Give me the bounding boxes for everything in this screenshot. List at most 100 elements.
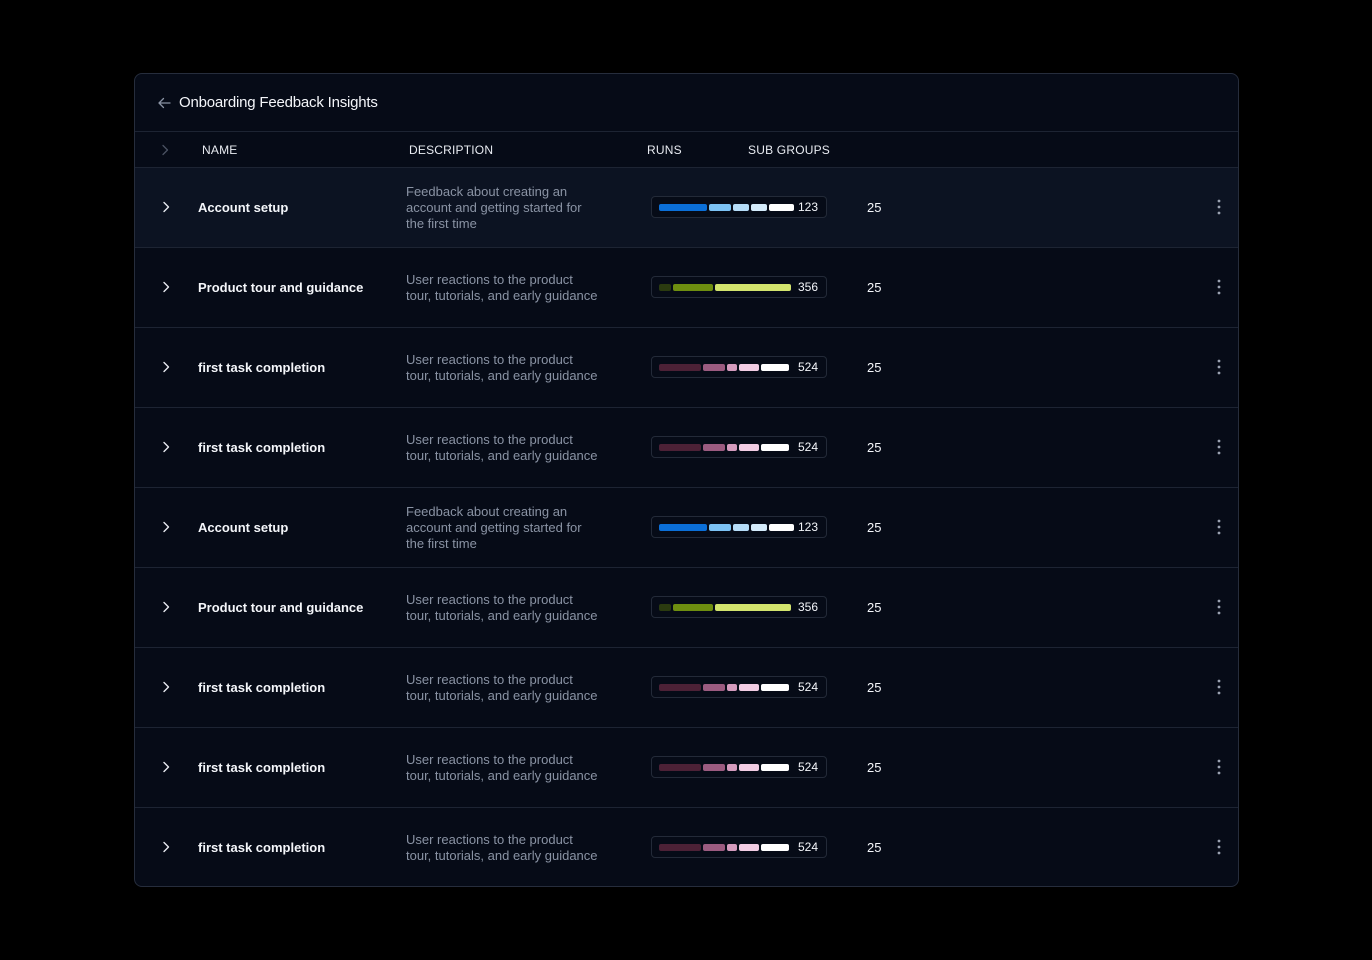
runs-bar-segment xyxy=(761,364,789,371)
column-header-description[interactable]: DESCRIPTION xyxy=(409,142,494,157)
row-name: Product tour and guidance xyxy=(198,280,364,295)
sub-groups-count: 25 xyxy=(867,200,882,215)
more-options-icon[interactable] xyxy=(1211,198,1227,216)
runs-bar: 524 xyxy=(651,836,827,858)
table-row[interactable]: Account setup Feedback about creating an a… xyxy=(135,168,1238,248)
table-row[interactable]: first task completion User reactions to t… xyxy=(135,728,1238,808)
table-header: NAME DESCRIPTION RUNS SUB GROUPS xyxy=(135,132,1238,168)
row-description-line: tour, tutorials, and early guidance xyxy=(406,287,598,303)
more-options-icon[interactable] xyxy=(1211,278,1227,296)
more-options-icon[interactable] xyxy=(1211,438,1227,456)
row-description-line: User reactions to the product xyxy=(406,831,573,847)
row-name: first task completion xyxy=(198,440,326,455)
runs-count: 524 xyxy=(797,840,818,854)
row-name: Account setup xyxy=(198,520,289,535)
row-description: User reactions to the product tour, tutor… xyxy=(406,568,616,647)
row-name: first task completion xyxy=(198,840,326,855)
runs-bar-segment xyxy=(673,604,713,611)
runs-bar: 524 xyxy=(651,356,827,378)
runs-bar-segment xyxy=(703,764,725,771)
expand-chevron-icon[interactable] xyxy=(159,520,173,534)
runs-bar-segment xyxy=(739,444,759,451)
runs-bar-segment xyxy=(751,524,767,531)
row-description-line: User reactions to the product xyxy=(406,271,573,287)
runs-bar-segment xyxy=(739,764,759,771)
runs-bar-segment xyxy=(727,684,737,691)
table-row[interactable]: first task completion User reactions to t… xyxy=(135,408,1238,488)
runs-bar: 123 xyxy=(651,516,827,538)
expand-chevron-icon[interactable] xyxy=(159,840,173,854)
row-description-line: account and getting started for xyxy=(406,519,582,535)
runs-bar-segment xyxy=(673,284,713,291)
sub-groups-count: 25 xyxy=(867,840,882,855)
runs-bar-segment xyxy=(709,524,731,531)
runs-bar: 524 xyxy=(651,676,827,698)
row-description: Feedback about creating an account and ge… xyxy=(406,488,616,567)
runs-bar-segment xyxy=(769,204,794,211)
table-row[interactable]: first task completion User reactions to t… xyxy=(135,648,1238,728)
runs-count: 524 xyxy=(797,360,818,374)
expand-chevron-icon[interactable] xyxy=(159,200,173,214)
sub-groups-count: 25 xyxy=(867,280,882,295)
runs-bar-segment xyxy=(733,204,749,211)
expand-chevron-icon[interactable] xyxy=(159,280,173,294)
row-name: first task completion xyxy=(198,760,326,775)
row-description-line: account and getting started for xyxy=(406,199,582,215)
runs-bar-segment xyxy=(761,764,789,771)
table-row[interactable]: first task completion User reactions to t… xyxy=(135,328,1238,408)
row-description: User reactions to the product tour, tutor… xyxy=(406,248,616,327)
column-header-name[interactable]: NAME xyxy=(202,142,238,157)
runs-bar-segment xyxy=(659,604,671,611)
runs-bar-segment xyxy=(727,364,737,371)
row-name: first task completion xyxy=(198,680,326,695)
expand-chevron-icon[interactable] xyxy=(159,440,173,454)
row-description: User reactions to the product tour, tutor… xyxy=(406,408,616,487)
table-row[interactable]: Product tour and guidance User reactions … xyxy=(135,248,1238,328)
row-description: User reactions to the product tour, tutor… xyxy=(406,328,616,407)
runs-bar-segment xyxy=(659,684,701,691)
more-options-icon[interactable] xyxy=(1211,758,1227,776)
more-options-icon[interactable] xyxy=(1211,358,1227,376)
runs-bar: 524 xyxy=(651,756,827,778)
runs-bar-segment xyxy=(715,284,791,291)
column-header-sub-groups[interactable]: SUB GROUPS xyxy=(748,142,831,157)
more-options-icon[interactable] xyxy=(1211,678,1227,696)
table-row[interactable]: first task completion User reactions to t… xyxy=(135,808,1238,886)
expand-chevron-icon[interactable] xyxy=(159,680,173,694)
runs-bar-segment xyxy=(751,204,767,211)
column-header-runs[interactable]: RUNS xyxy=(647,142,682,157)
sub-groups-count: 25 xyxy=(867,680,882,695)
runs-bar-segment xyxy=(761,684,789,691)
runs-bar: 524 xyxy=(651,436,827,458)
more-options-icon[interactable] xyxy=(1211,838,1227,856)
sub-groups-count: 25 xyxy=(867,600,882,615)
runs-bar-segment xyxy=(703,364,725,371)
table-row[interactable]: Product tour and guidance User reactions … xyxy=(135,568,1238,648)
table-row[interactable]: Account setup Feedback about creating an a… xyxy=(135,488,1238,568)
row-description-line: tour, tutorials, and early guidance xyxy=(406,847,598,863)
runs-bar-segment xyxy=(659,444,701,451)
more-options-icon[interactable] xyxy=(1211,598,1227,616)
row-name: Product tour and guidance xyxy=(198,600,364,615)
runs-bar-segment xyxy=(703,684,725,691)
expand-chevron-icon[interactable] xyxy=(159,360,173,374)
back-arrow-icon[interactable] xyxy=(157,96,171,110)
runs-bar-segment xyxy=(727,444,737,451)
row-description: Feedback about creating an account and ge… xyxy=(406,168,616,247)
runs-bar: 356 xyxy=(651,276,827,298)
runs-count: 123 xyxy=(797,520,818,534)
runs-count: 123 xyxy=(797,200,818,214)
more-options-icon[interactable] xyxy=(1211,518,1227,536)
expand-all-chevron-icon[interactable] xyxy=(161,132,169,167)
runs-bar-segment xyxy=(703,844,725,851)
runs-bar-segment xyxy=(709,204,731,211)
row-description-line: tour, tutorials, and early guidance xyxy=(406,607,598,623)
runs-count: 524 xyxy=(797,680,818,694)
runs-bar-segment xyxy=(659,844,701,851)
page-title: Onboarding Feedback Insights xyxy=(179,94,378,111)
expand-chevron-icon[interactable] xyxy=(159,760,173,774)
runs-bar-segment xyxy=(739,844,759,851)
runs-bar-segment xyxy=(659,284,671,291)
expand-chevron-icon[interactable] xyxy=(159,600,173,614)
row-description-line: Feedback about creating an xyxy=(406,183,568,199)
